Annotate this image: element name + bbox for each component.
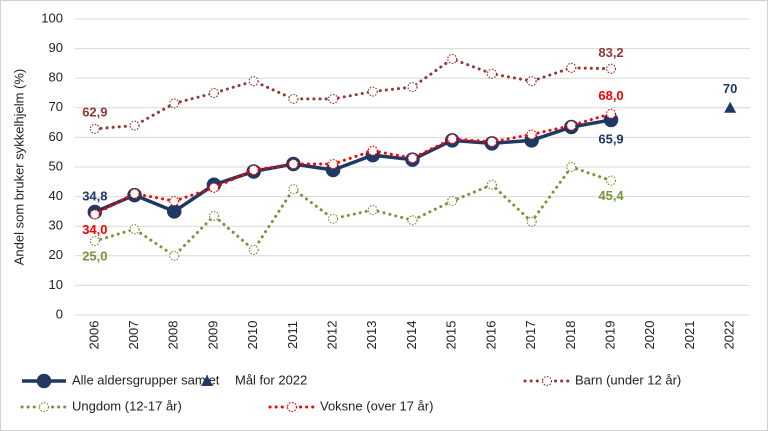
value-label: 25,0 [82, 248, 107, 263]
legend-label: Voksne (over 17 år) [320, 398, 433, 413]
data-point [129, 120, 140, 131]
y-tick-label: 0 [56, 306, 63, 321]
value-label: 83,2 [598, 45, 623, 60]
x-tick-label: 2020 [642, 321, 657, 350]
data-point [566, 161, 577, 173]
data-point [327, 158, 339, 170]
data-point [169, 250, 180, 261]
legend-label: Barn (under 12 år) [575, 372, 681, 387]
y-tick-label: 60 [49, 129, 63, 144]
data-point [566, 62, 577, 73]
legend-marker [541, 375, 553, 387]
data-point [605, 175, 617, 186]
x-tick-label: 2006 [86, 321, 101, 350]
legend-label: Alle aldersgrupper samlet [72, 372, 220, 387]
y-tick-label: 70 [49, 99, 63, 114]
data-point [327, 93, 339, 105]
x-tick-label: 2021 [682, 321, 697, 350]
data-point [129, 188, 140, 199]
legend-label: Mål for 2022 [235, 372, 307, 387]
data-point [167, 204, 182, 219]
data-point [526, 76, 537, 87]
value-label: 45,4 [598, 188, 624, 203]
value-label: 34,0 [82, 222, 107, 237]
x-tick-label: 2011 [285, 321, 300, 349]
x-tick-label: 2014 [404, 321, 419, 350]
x-tick-label: 2013 [364, 321, 379, 350]
data-point [367, 204, 378, 216]
data-point [367, 86, 378, 97]
x-tick-label: 2010 [245, 321, 260, 350]
data-point [407, 81, 418, 93]
series-line [93, 112, 613, 216]
x-tick-label: 2019 [602, 321, 617, 350]
data-point [248, 164, 259, 176]
y-tick-label: 80 [49, 70, 63, 85]
data-point [526, 216, 537, 227]
y-tick-label: 100 [41, 10, 63, 25]
data-point [89, 235, 100, 247]
data-point [447, 133, 458, 144]
data-point [248, 244, 259, 255]
data-point [486, 136, 498, 147]
x-tick-label: 2022 [722, 321, 737, 350]
value-label: 62,9 [82, 104, 107, 119]
x-tick-label: 2007 [126, 321, 141, 350]
data-point [89, 123, 100, 134]
legend-label: Ungdom (12-17 år) [72, 398, 182, 413]
data-point [327, 213, 339, 224]
data-point [526, 129, 537, 140]
data-point [208, 182, 220, 193]
data-point [169, 195, 180, 207]
series-line [93, 57, 613, 131]
x-tick-label: 2015 [444, 321, 459, 350]
series-line [93, 165, 613, 258]
x-tick-label: 2017 [523, 321, 538, 350]
value-label: 65,9 [598, 131, 623, 146]
legend-marker [36, 373, 52, 389]
data-point [724, 101, 737, 113]
data-point [407, 153, 418, 164]
x-tick-label: 2012 [325, 321, 340, 350]
data-point [208, 87, 220, 99]
data-point [605, 63, 617, 74]
y-tick-label: 40 [49, 188, 63, 203]
data-point [447, 53, 458, 65]
y-tick-label: 50 [49, 158, 63, 173]
data-point [89, 209, 100, 220]
legend-marker [38, 401, 50, 413]
data-point [288, 158, 299, 170]
data-point [486, 179, 498, 190]
data-point [248, 76, 259, 87]
y-tick-label: 90 [49, 40, 63, 55]
data-point [407, 215, 418, 226]
data-point [566, 120, 577, 131]
y-tick-label: 30 [49, 218, 63, 233]
data-point [605, 108, 617, 119]
data-point [169, 98, 180, 109]
y-tick-label: 20 [49, 247, 63, 262]
legend-marker [201, 375, 213, 386]
value-label: 68,0 [598, 88, 623, 103]
data-point [447, 195, 458, 207]
x-tick-label: 2009 [205, 321, 220, 350]
legend-marker [286, 401, 298, 413]
x-tick-label: 2016 [483, 321, 498, 350]
data-point [129, 224, 140, 235]
y-tick-label: 10 [49, 277, 63, 292]
x-tick-label: 2018 [563, 321, 578, 350]
data-point [486, 68, 498, 79]
value-label: 34,8 [82, 188, 107, 203]
data-point [208, 210, 220, 221]
y-axis-label: Andel som bruker sykkelhjelm (%) [11, 69, 26, 266]
value-label: 70 [723, 81, 737, 96]
x-tick-label: 2008 [166, 321, 181, 350]
data-point [288, 93, 299, 105]
data-point [288, 184, 299, 195]
data-point [367, 145, 378, 156]
